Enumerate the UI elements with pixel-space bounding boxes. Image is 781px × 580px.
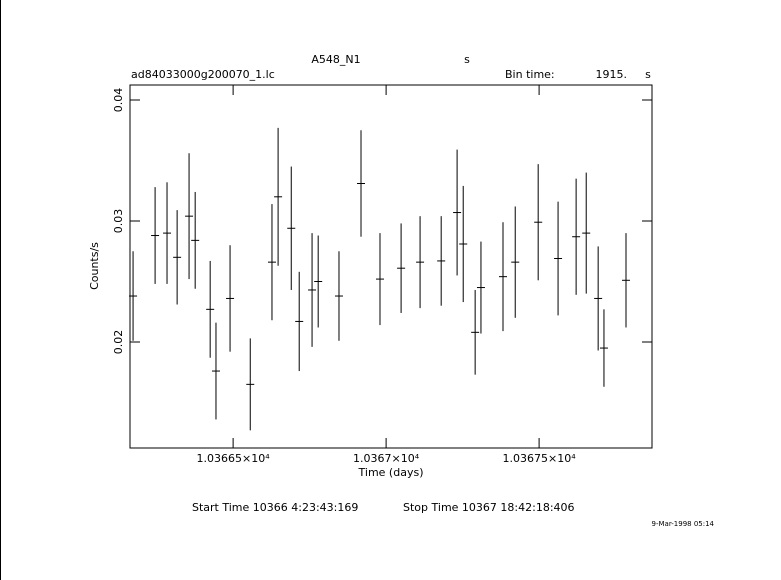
y-tick-label: 0.04 xyxy=(112,88,125,113)
date-stamp: 9-Mar-1998 05:14 xyxy=(652,520,715,528)
subtitle: ad84033000g200070_1.lc xyxy=(131,68,275,81)
title-unit: s xyxy=(464,53,470,66)
y-tick-label: 0.02 xyxy=(112,330,125,355)
stop-time: Stop Time 10367 18:42:18:406 xyxy=(403,501,575,514)
x-tick-label: 1.03675×10⁴ xyxy=(503,452,577,465)
bin-time: 1915. xyxy=(596,68,628,81)
x-tick-label: 1.0367×10⁴ xyxy=(353,452,420,465)
x-tick-label: 1.03665×10⁴ xyxy=(197,452,271,465)
chart-title: A548_N1 xyxy=(311,53,360,66)
bin-time-label: Bin time: xyxy=(505,68,555,81)
x-axis-label: Time (days) xyxy=(358,466,424,479)
y-axis-label: Counts/s xyxy=(88,242,101,290)
y-tick-label: 0.03 xyxy=(112,209,125,234)
bin-time-unit: s xyxy=(645,68,651,81)
start-time: Start Time 10366 4:23:43:169 xyxy=(192,501,358,514)
plot-frame xyxy=(129,84,653,449)
